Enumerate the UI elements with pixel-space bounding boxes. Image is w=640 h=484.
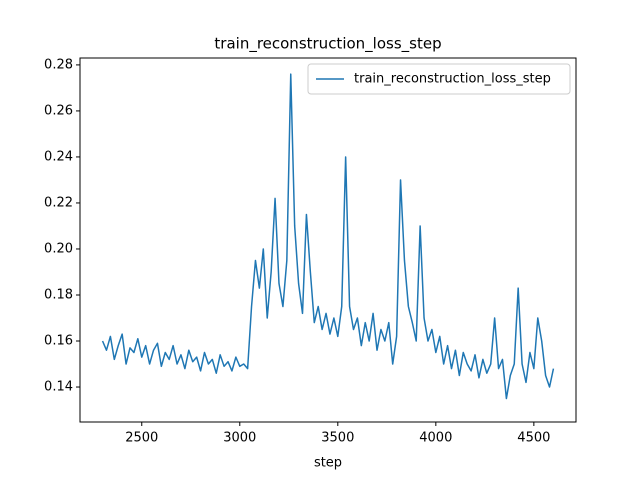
- y-tick-label: 0.26: [44, 103, 73, 118]
- chart-title: train_reconstruction_loss_step: [214, 35, 441, 54]
- line-series: [101, 73, 555, 400]
- x-tick-label: 2500: [125, 431, 158, 446]
- plot-frame: [79, 57, 577, 423]
- x-tick-label: 3500: [321, 431, 354, 446]
- y-tick-label: 0.20: [44, 241, 73, 256]
- y-tick-label: 0.22: [44, 195, 73, 210]
- y-tick-label: 0.14: [44, 380, 73, 395]
- x-tick-label: 4500: [517, 431, 550, 446]
- y-tick-label: 0.16: [44, 334, 73, 349]
- legend-box: [307, 63, 571, 95]
- x-tick-label: 3000: [223, 431, 256, 446]
- legend-label: train_reconstruction_loss_step: [354, 72, 551, 87]
- x-axis-label: step: [314, 456, 342, 471]
- y-tick-label: 0.28: [44, 57, 73, 72]
- y-tick-label: 0.24: [44, 149, 73, 164]
- x-tick-label: 4000: [419, 431, 452, 446]
- y-tick-label: 0.18: [44, 287, 73, 302]
